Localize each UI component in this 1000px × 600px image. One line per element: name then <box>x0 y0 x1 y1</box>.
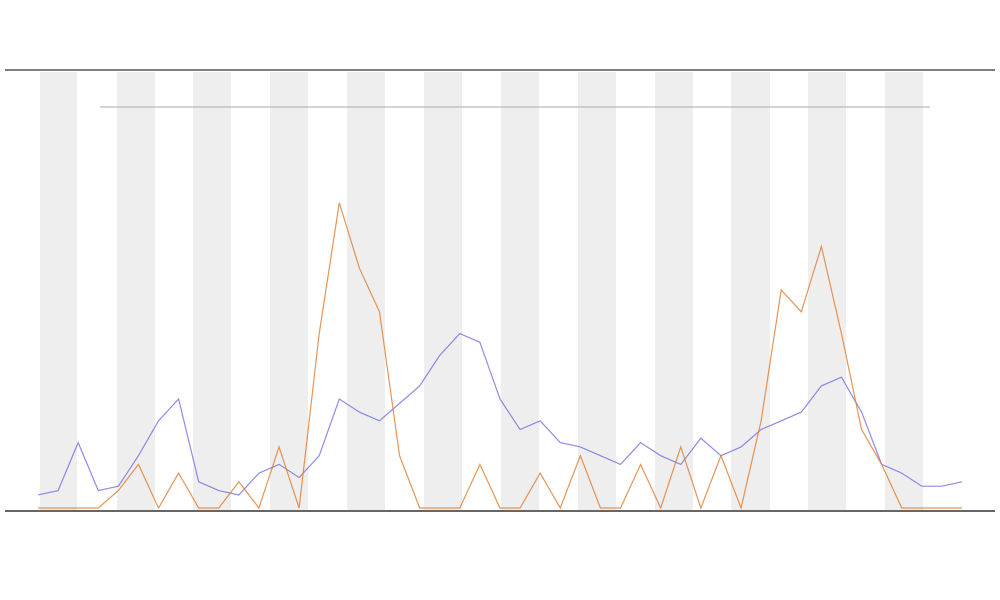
background-bands <box>40 72 923 510</box>
plot-area <box>37 202 963 511</box>
series-line <box>38 202 962 511</box>
series-line <box>37 332 963 496</box>
